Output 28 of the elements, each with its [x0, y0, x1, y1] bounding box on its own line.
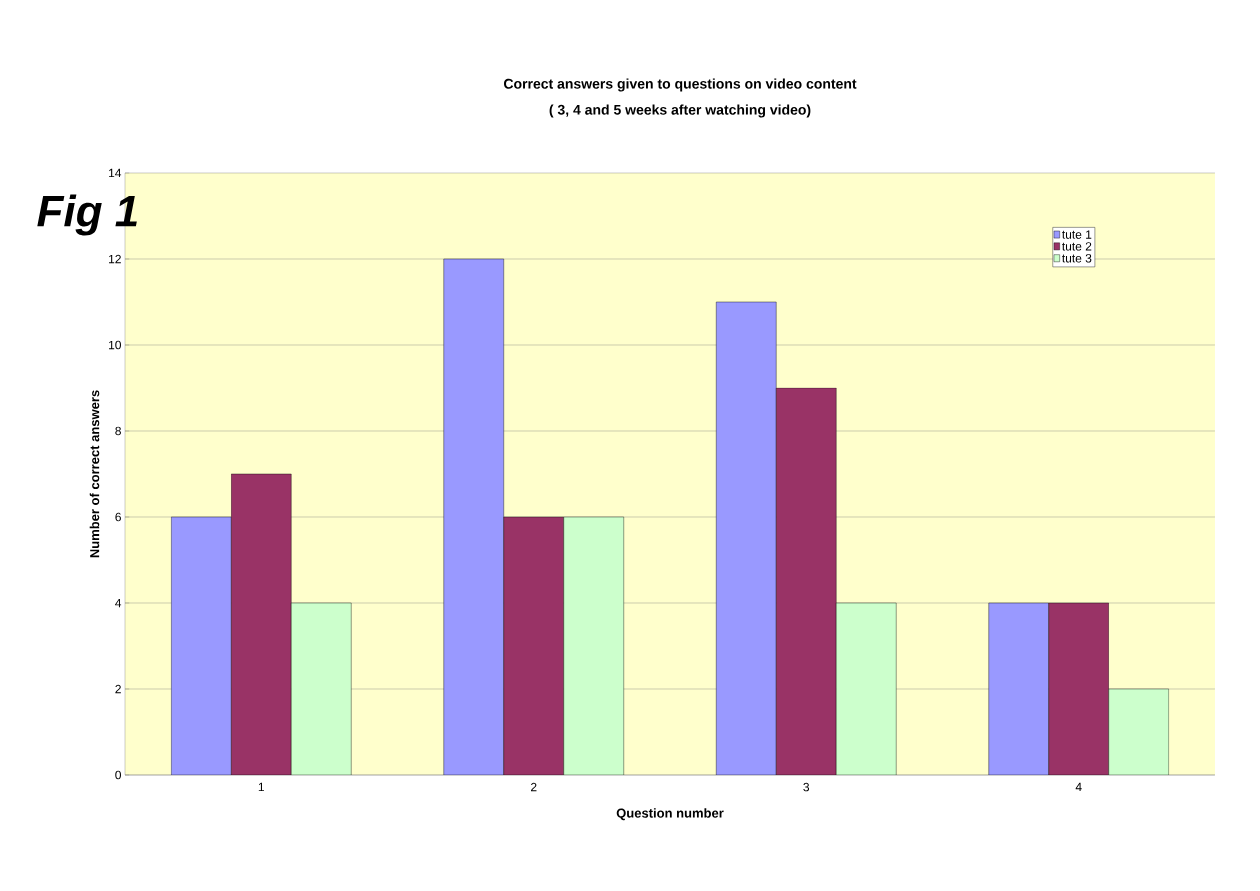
y-tick-label: 2 [115, 684, 121, 694]
bar [716, 301, 777, 775]
x-tick-label: 2 [531, 782, 537, 792]
bar [171, 516, 232, 775]
bar [1108, 688, 1169, 775]
bar [563, 516, 624, 775]
bar [443, 258, 504, 775]
y-tick-label: 14 [109, 168, 122, 178]
legend-label: tute 2 [1062, 242, 1092, 251]
y-tick-label: 10 [109, 340, 121, 350]
legend-label: tute 1 [1062, 230, 1092, 239]
y-tick-label: 0 [115, 770, 122, 780]
y-tick-label: 8 [115, 426, 121, 436]
y-axis-title: Number of correct answers [89, 390, 100, 558]
bar [291, 602, 352, 775]
y-tick-label: 6 [115, 512, 121, 522]
annotation: Fig 1 [37, 194, 137, 236]
chart-title: Correct answers given to questions on video content [504, 78, 857, 92]
y-tick-label: 12 [109, 254, 121, 264]
x-tick-label: 3 [803, 782, 810, 792]
x-axis-title: Question number [616, 808, 724, 821]
x-tick-label: 1 [258, 782, 264, 792]
bar [836, 602, 897, 775]
chart-subtitle: ( 3, 4 and 5 weeks after watching video) [549, 104, 811, 118]
x-tick-label: 4 [1075, 782, 1082, 792]
bar [988, 602, 1049, 775]
y-tick-label: 4 [115, 598, 122, 608]
legend-label: tute 3 [1062, 254, 1092, 263]
